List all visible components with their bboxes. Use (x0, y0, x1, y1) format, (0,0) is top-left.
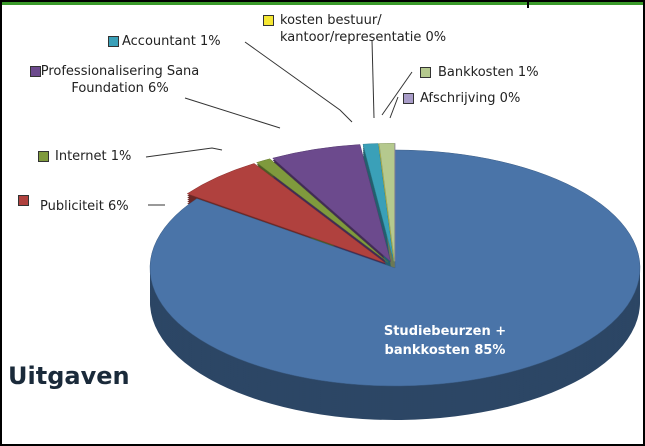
slice-side (362, 145, 394, 264)
slice (272, 144, 392, 263)
value-label: 1% (110, 149, 132, 164)
leader-line (184, 97, 281, 129)
category-label: kosten bestuur/ kantoor/representatie (280, 13, 422, 45)
slice (378, 143, 395, 262)
slice-label: Bankkosten 1% (438, 64, 578, 81)
slice-label: kosten bestuur/ kantoor/representatie 0% (280, 12, 510, 46)
category-label: Bankkosten (438, 65, 514, 80)
data-label: Studiebeurzen + bankkosten 85% (370, 322, 520, 360)
leader-line (389, 96, 399, 119)
slice (186, 163, 386, 264)
slice (362, 143, 394, 262)
leader-line (371, 39, 375, 119)
value-label: 0% (425, 30, 447, 45)
slice (256, 158, 389, 263)
legend-swatch (38, 151, 49, 162)
category-label: Professionalisering Sana Foundation (40, 64, 200, 96)
legend-swatch (30, 66, 41, 77)
slice-label: Internet 1% (55, 148, 165, 165)
legend-swatch (263, 15, 274, 26)
slice-side (362, 147, 394, 266)
leader-line (381, 71, 413, 116)
category-label: Accountant (122, 34, 196, 49)
value-label: 1% (199, 34, 221, 49)
slice-side (362, 149, 394, 268)
value-label: 6% (108, 199, 129, 214)
slice-label: Afschrijving 0% (420, 90, 560, 107)
leader-line (145, 147, 223, 158)
leader-lines (145, 39, 413, 206)
legend-swatch (108, 36, 119, 47)
legend-swatch (420, 67, 431, 78)
slice-label: Accountant 1% (122, 33, 262, 50)
slice-label: Professionalisering Sana Foundation 6% (40, 63, 200, 97)
value-label: 1% (517, 65, 539, 80)
category-label: Publiciteit (40, 199, 104, 214)
slice-label: Publiciteit 6% (40, 198, 170, 215)
value-label: 6% (148, 81, 169, 96)
legend-swatch (403, 93, 414, 104)
slice-side (362, 151, 394, 270)
value-label: 85% (474, 343, 506, 358)
value-label: 0% (499, 91, 521, 106)
category-label: Studiebeurzen + bankkosten (383, 324, 507, 358)
category-label: Internet (55, 149, 107, 164)
chart-title: Uitgaven (8, 362, 130, 390)
slice (149, 149, 641, 387)
slice-side (362, 153, 394, 272)
pie (149, 143, 641, 420)
legend-swatch (18, 195, 29, 206)
leader-line (244, 41, 353, 123)
category-label: Afschrijving (420, 91, 496, 106)
